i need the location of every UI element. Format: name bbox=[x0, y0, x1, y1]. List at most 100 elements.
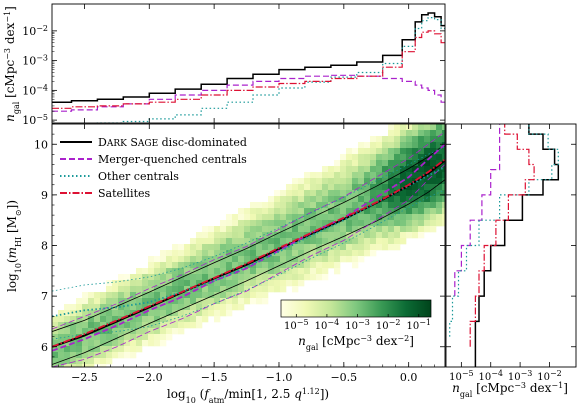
density-cell bbox=[76, 340, 83, 347]
density-cell bbox=[382, 232, 389, 239]
density-cell bbox=[88, 352, 95, 359]
density-cell bbox=[316, 202, 323, 209]
density-cell bbox=[214, 310, 221, 317]
density-cell bbox=[82, 352, 89, 359]
density-cell bbox=[430, 184, 437, 191]
density-cell bbox=[94, 298, 101, 305]
density-cell bbox=[274, 268, 281, 275]
density-cell bbox=[286, 256, 293, 263]
density-cell bbox=[124, 292, 131, 299]
density-cell bbox=[346, 196, 353, 203]
density-cell bbox=[130, 286, 137, 293]
density-cell bbox=[412, 190, 419, 197]
density-cell bbox=[124, 316, 131, 323]
density-cell bbox=[400, 136, 407, 143]
density-cell bbox=[346, 184, 353, 191]
density-cell bbox=[142, 316, 149, 323]
density-cell bbox=[142, 292, 149, 299]
density-cell bbox=[202, 316, 209, 323]
density-cell bbox=[406, 154, 413, 161]
density-cell bbox=[100, 352, 107, 359]
density-cell bbox=[430, 202, 437, 209]
density-cell bbox=[298, 196, 305, 203]
legend-label: Other centrals bbox=[98, 170, 179, 183]
density-cell bbox=[202, 232, 209, 239]
density-cell bbox=[358, 142, 365, 149]
density-cell bbox=[412, 226, 419, 233]
density-cell bbox=[58, 352, 65, 359]
density-cell bbox=[292, 262, 299, 269]
density-cell bbox=[64, 328, 71, 335]
colorbar-tick-label: 10−4 bbox=[315, 318, 340, 333]
density-cell bbox=[322, 262, 329, 269]
density-cell bbox=[256, 226, 263, 233]
density-cell bbox=[244, 238, 251, 245]
density-cell bbox=[298, 280, 305, 287]
density-cell bbox=[442, 196, 445, 203]
density-cell bbox=[154, 274, 161, 281]
density-cell bbox=[370, 226, 377, 233]
density-cell bbox=[94, 322, 101, 329]
density-cell bbox=[226, 256, 233, 263]
density-cell bbox=[124, 334, 131, 341]
density-cell bbox=[406, 148, 413, 155]
density-cell bbox=[172, 262, 179, 269]
legend-label: Satellites bbox=[98, 187, 151, 200]
density-cell bbox=[106, 340, 113, 347]
density-cell bbox=[250, 274, 257, 281]
density-cell bbox=[298, 202, 305, 209]
density-cell bbox=[112, 322, 119, 329]
density-cell bbox=[388, 238, 395, 245]
density-cell bbox=[112, 340, 119, 347]
density-cell bbox=[340, 250, 347, 257]
density-cell bbox=[322, 256, 329, 263]
density-cell bbox=[376, 196, 383, 203]
density-cell bbox=[184, 310, 191, 317]
density-cell bbox=[262, 208, 269, 215]
density-cell bbox=[418, 226, 425, 233]
density-cell bbox=[52, 358, 59, 365]
density-cell bbox=[322, 166, 329, 173]
density-cell bbox=[106, 298, 113, 305]
density-cell bbox=[406, 226, 413, 233]
density-cell bbox=[142, 340, 149, 347]
density-cell bbox=[340, 238, 347, 245]
density-cell bbox=[100, 340, 107, 347]
density-cell bbox=[250, 238, 257, 245]
density-cell bbox=[112, 280, 119, 287]
density-cell bbox=[382, 166, 389, 173]
density-cell bbox=[274, 202, 281, 209]
x-tick-label: −2.5 bbox=[71, 371, 98, 384]
density-cell bbox=[334, 166, 341, 173]
density-cell bbox=[364, 190, 371, 197]
density-cell bbox=[238, 304, 245, 311]
density-cell bbox=[268, 196, 275, 203]
density-cell bbox=[118, 304, 125, 311]
density-cell bbox=[214, 244, 221, 251]
density-cell bbox=[376, 208, 383, 215]
density-cell bbox=[250, 286, 257, 293]
density-cell bbox=[178, 268, 185, 275]
density-cell bbox=[184, 274, 191, 281]
density-cell bbox=[154, 292, 161, 299]
density-cell bbox=[364, 226, 371, 233]
density-cell bbox=[118, 328, 125, 335]
density-cell bbox=[160, 340, 167, 347]
density-cell bbox=[64, 304, 71, 311]
density-cell bbox=[190, 298, 197, 305]
density-cell bbox=[442, 184, 445, 191]
density-cell bbox=[196, 250, 203, 257]
main-series-group bbox=[52, 131, 445, 367]
density-cell bbox=[142, 298, 149, 305]
density-cell bbox=[88, 364, 95, 367]
density-cell bbox=[334, 256, 341, 263]
density-cell bbox=[268, 262, 275, 269]
density-cell bbox=[244, 214, 251, 221]
density-cell bbox=[310, 232, 317, 239]
density-cell bbox=[220, 238, 227, 245]
density-cell bbox=[316, 238, 323, 245]
density-cell bbox=[166, 334, 173, 341]
density-cell bbox=[208, 256, 215, 263]
density-cell bbox=[226, 238, 233, 245]
